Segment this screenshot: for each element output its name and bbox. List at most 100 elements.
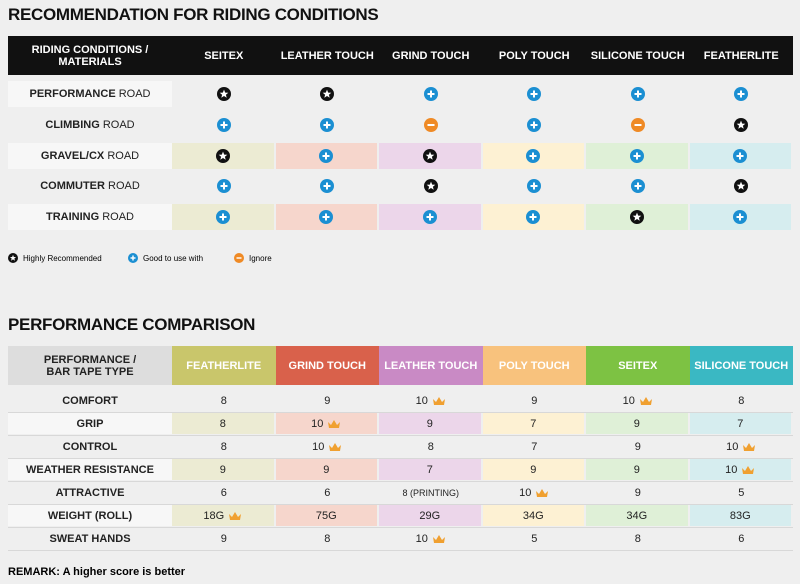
icon bbox=[8, 253, 18, 263]
table-cell: 6 bbox=[172, 482, 276, 503]
table-cell: 7 bbox=[689, 413, 793, 434]
icon bbox=[423, 87, 438, 101]
text: 8 bbox=[634, 532, 641, 545]
icon-cell bbox=[689, 142, 793, 169]
text: 34G bbox=[522, 509, 544, 522]
icon bbox=[526, 210, 541, 225]
column-header: SEITEX bbox=[586, 346, 690, 385]
icon bbox=[128, 253, 138, 263]
table-cell: 9 bbox=[379, 413, 483, 434]
icon-cell bbox=[482, 142, 586, 169]
icon bbox=[527, 87, 542, 101]
text: 7 bbox=[531, 440, 538, 453]
row-divider bbox=[8, 412, 793, 413]
crown-icon bbox=[329, 442, 342, 451]
icon-cell bbox=[690, 173, 794, 199]
text: Highly Recommended bbox=[23, 253, 102, 263]
icon-cell bbox=[483, 173, 587, 199]
table-cell: 9 bbox=[586, 459, 690, 480]
table-cell: 10 bbox=[275, 413, 379, 434]
column-header: POLY TOUCH bbox=[483, 36, 587, 75]
crown-icon bbox=[432, 534, 445, 543]
table-cell: 8 bbox=[586, 528, 690, 549]
text: Ignore bbox=[249, 253, 272, 263]
icon-cell bbox=[379, 204, 483, 231]
text: CONTROL bbox=[62, 440, 118, 453]
icon bbox=[423, 117, 438, 132]
icon bbox=[320, 87, 335, 101]
icon bbox=[733, 148, 748, 163]
corner-header: PERFORMANCE / BAR TAPE TYPE bbox=[8, 346, 172, 385]
row-label: CONTROL bbox=[8, 436, 172, 457]
icon-cell bbox=[276, 173, 380, 199]
text: 6 bbox=[220, 486, 227, 499]
text: 9 bbox=[531, 394, 538, 407]
text: POLY TOUCH bbox=[498, 49, 570, 62]
table-cell: 83G bbox=[689, 505, 793, 526]
table-cell: 18G bbox=[172, 505, 276, 526]
text: 5 bbox=[531, 532, 538, 545]
text: 10 bbox=[415, 532, 428, 545]
row-divider bbox=[8, 527, 793, 528]
text: ATTRACTIVE bbox=[55, 486, 125, 499]
icon bbox=[734, 117, 749, 132]
text: 9 bbox=[634, 440, 641, 453]
row-label: COMFORT bbox=[8, 390, 172, 411]
text: ROAD bbox=[102, 118, 135, 131]
table-cell: 10 bbox=[690, 436, 794, 457]
text: 8 (PRINTING) bbox=[402, 487, 459, 498]
text: ROAD bbox=[102, 211, 134, 224]
table-cell: 9 bbox=[276, 390, 380, 411]
table-cell: 7 bbox=[379, 459, 483, 480]
text: 9 bbox=[633, 463, 640, 476]
text: WEATHER RESISTANCE bbox=[26, 463, 154, 476]
column-header: LEATHER TOUCH bbox=[379, 346, 483, 385]
icon bbox=[527, 117, 542, 132]
text: SEITEX bbox=[204, 49, 244, 62]
column-header: POLY TOUCH bbox=[482, 346, 586, 385]
column-header: SILICONE TOUCH bbox=[689, 346, 793, 385]
text: 29G bbox=[419, 509, 441, 522]
icon bbox=[422, 148, 437, 163]
text: 6 bbox=[738, 532, 745, 545]
icon-cell bbox=[586, 112, 690, 138]
table-cell: 7 bbox=[482, 413, 586, 434]
icon bbox=[630, 179, 645, 194]
table-cell: 10 bbox=[483, 482, 587, 503]
row-label: GRAVEL/CX ROAD bbox=[8, 142, 172, 169]
table-cell: 10 bbox=[379, 528, 483, 549]
text: WEIGHT (ROLL) bbox=[47, 509, 133, 522]
icon-cell bbox=[379, 112, 483, 138]
legend-item: Good to use with bbox=[128, 250, 268, 266]
crown-icon bbox=[432, 396, 445, 405]
icon-cell bbox=[483, 112, 587, 138]
text: 9 bbox=[634, 486, 641, 499]
icon bbox=[320, 117, 335, 132]
icon bbox=[734, 179, 749, 194]
text: 9 bbox=[324, 394, 331, 407]
icon-cell bbox=[689, 204, 793, 231]
icon bbox=[216, 179, 231, 194]
remark: REMARK: A higher score is better bbox=[8, 566, 186, 578]
table-cell: 9 bbox=[275, 459, 379, 480]
text: 8 bbox=[220, 394, 227, 407]
icon-cell bbox=[379, 173, 483, 199]
table-cell: 10 bbox=[276, 436, 380, 457]
table-cell: 6 bbox=[276, 482, 380, 503]
text: RIDING CONDITIONS / MATERIALS bbox=[31, 43, 149, 68]
text: 10 bbox=[725, 463, 738, 476]
table-cell: 9 bbox=[172, 528, 276, 549]
crown-icon bbox=[229, 511, 242, 520]
table-cell: 7 bbox=[483, 436, 587, 457]
table-cell: 10 bbox=[379, 390, 483, 411]
text: GRIND TOUCH bbox=[392, 49, 470, 62]
row-label: ATTRACTIVE bbox=[8, 482, 172, 503]
table-cell: 5 bbox=[690, 482, 794, 503]
text: 83G bbox=[729, 509, 751, 522]
icon bbox=[422, 210, 437, 225]
column-header: FEATHERLITE bbox=[690, 36, 794, 75]
text: COMMUTER bbox=[40, 180, 105, 193]
text: GRIND TOUCH bbox=[288, 359, 366, 372]
column-header: FEATHERLITE bbox=[172, 346, 276, 385]
table-cell: 8 bbox=[690, 390, 794, 411]
